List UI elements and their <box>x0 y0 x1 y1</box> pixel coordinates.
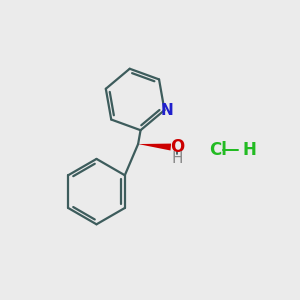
Text: Cl: Cl <box>209 141 227 159</box>
Text: N: N <box>160 103 173 118</box>
Text: H: H <box>172 152 183 166</box>
Text: H: H <box>242 141 256 159</box>
Text: O: O <box>170 138 184 156</box>
Polygon shape <box>138 144 171 151</box>
